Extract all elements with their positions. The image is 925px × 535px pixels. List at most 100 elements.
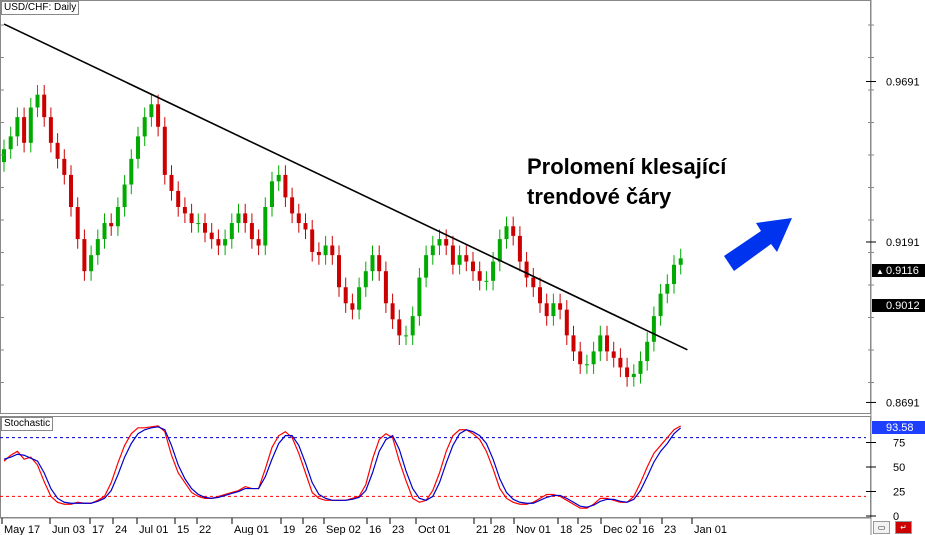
candle-body: [638, 361, 643, 374]
time-tick-label: Jun 03: [52, 524, 85, 535]
candle-body: [377, 255, 382, 272]
annotation-line-1: Prolomení klesající: [527, 154, 727, 179]
time-tick-label: Jan 01: [694, 524, 727, 535]
descending-trendline: [3, 23, 688, 351]
candle-body: [122, 184, 127, 207]
close-icon[interactable]: ↵: [895, 521, 912, 534]
candle-body: [270, 181, 274, 207]
candle-body: [484, 280, 489, 282]
candle-body: [55, 142, 60, 159]
candle-body: [457, 255, 462, 265]
stochastic-series: [3, 425, 682, 509]
candle-body: [497, 239, 502, 262]
candle-body: [591, 351, 596, 365]
time-tick-label: 15: [177, 524, 189, 535]
candle-body: [102, 223, 107, 240]
candle-body: [383, 271, 388, 304]
candle-body: [162, 126, 167, 175]
candle-body: [350, 303, 355, 310]
candle-body: [95, 239, 100, 256]
price-panel-frame: [0, 0, 871, 414]
candle-body: [209, 232, 214, 240]
candle-body: [8, 136, 13, 150]
candle-body: [363, 271, 368, 288]
time-tick-label: 28: [493, 524, 505, 535]
scroll-toggle-icon[interactable]: ▭: [873, 521, 890, 534]
candle-body: [290, 197, 295, 214]
candle-body: [397, 319, 402, 336]
time-tick-label: 16: [369, 524, 381, 535]
candle-body: [216, 239, 221, 246]
time-tick-label: Nov 01: [516, 524, 551, 535]
candle-body: [296, 213, 301, 224]
candle-body: [584, 364, 589, 366]
time-tick-label: 23: [664, 524, 676, 535]
current-price-badge: ▲ 0.9116: [872, 264, 925, 277]
candle-body: [28, 107, 33, 143]
price-tick-label: 0.9691: [886, 77, 920, 89]
stochastic-title: Stochastic: [1, 417, 54, 431]
candle-body: [665, 284, 670, 294]
candle-body: [115, 207, 120, 227]
time-tick-label: Sep 02: [326, 524, 361, 535]
time-axis: May 17 Jun 03 17 24 Jul 01 15 22 Aug 01 19 26 Sep …: [1, 518, 727, 535]
candle-body: [2, 149, 6, 163]
stochastic-panel-frame: [0, 416, 871, 518]
candle-body: [430, 245, 435, 256]
candle-body: [651, 316, 656, 342]
candle-body: [156, 104, 161, 127]
candle-body: [15, 117, 20, 137]
candle-body: [62, 158, 67, 175]
stochastic-d-line: [3, 426, 682, 508]
candle-body: [22, 117, 27, 143]
breakout-annotation: Prolomení klesající trendové čáry: [527, 152, 726, 212]
stochastic-k-line: [3, 425, 682, 509]
stochastic-tick-label: 75: [893, 438, 905, 450]
candle-body: [249, 223, 254, 240]
time-tick-label: 21: [476, 524, 488, 535]
candle-body: [477, 271, 482, 281]
marker-price-badge: 0.9012: [872, 299, 925, 312]
candle-body: [450, 245, 455, 265]
candle-body: [69, 174, 73, 207]
candle-body: [404, 335, 408, 337]
candle-body: [578, 351, 583, 365]
candle-body: [645, 341, 650, 362]
candle-body: [89, 255, 94, 272]
candle-body: [196, 223, 201, 225]
candle-body: [631, 373, 636, 378]
candle-body: [243, 213, 248, 224]
candle-body: [316, 251, 321, 256]
price-tick-label: 0.8691: [886, 397, 920, 409]
breakout-arrow-icon: [724, 218, 792, 271]
candle-body: [517, 235, 522, 262]
candle-body: [263, 207, 268, 246]
time-tick-label: 22: [199, 524, 211, 535]
candle-body: [176, 190, 181, 207]
time-tick-label: 16: [642, 524, 654, 535]
candle-body: [370, 255, 375, 272]
stochastic-tick-label: 0: [893, 511, 899, 523]
stochastic-tick-label: 50: [893, 462, 905, 474]
candle-body: [276, 174, 281, 182]
candlestick-series: [2, 85, 683, 387]
candle-body: [605, 335, 609, 352]
stochastic-tick-label: 25: [893, 487, 905, 499]
time-tick-label: 18: [560, 524, 572, 535]
stochastic-value-badge: 93.58: [872, 421, 925, 434]
candle-body: [323, 245, 328, 256]
candle-body: [75, 207, 80, 240]
price-axis: 0.9691 0.9191 0.8691: [0, 24, 920, 409]
stochastic-value-label: 93.58: [886, 422, 914, 434]
candle-body: [571, 335, 576, 352]
annotation-line-2: trendové čáry: [527, 184, 672, 209]
candle-body: [625, 367, 630, 378]
candle-body: [658, 293, 663, 317]
candle-body: [598, 335, 603, 352]
candle-body: [48, 117, 53, 143]
candle-body: [544, 303, 549, 317]
candle-body: [444, 239, 449, 246]
time-tick-label: May 17: [4, 524, 40, 535]
candle-body: [564, 309, 569, 336]
